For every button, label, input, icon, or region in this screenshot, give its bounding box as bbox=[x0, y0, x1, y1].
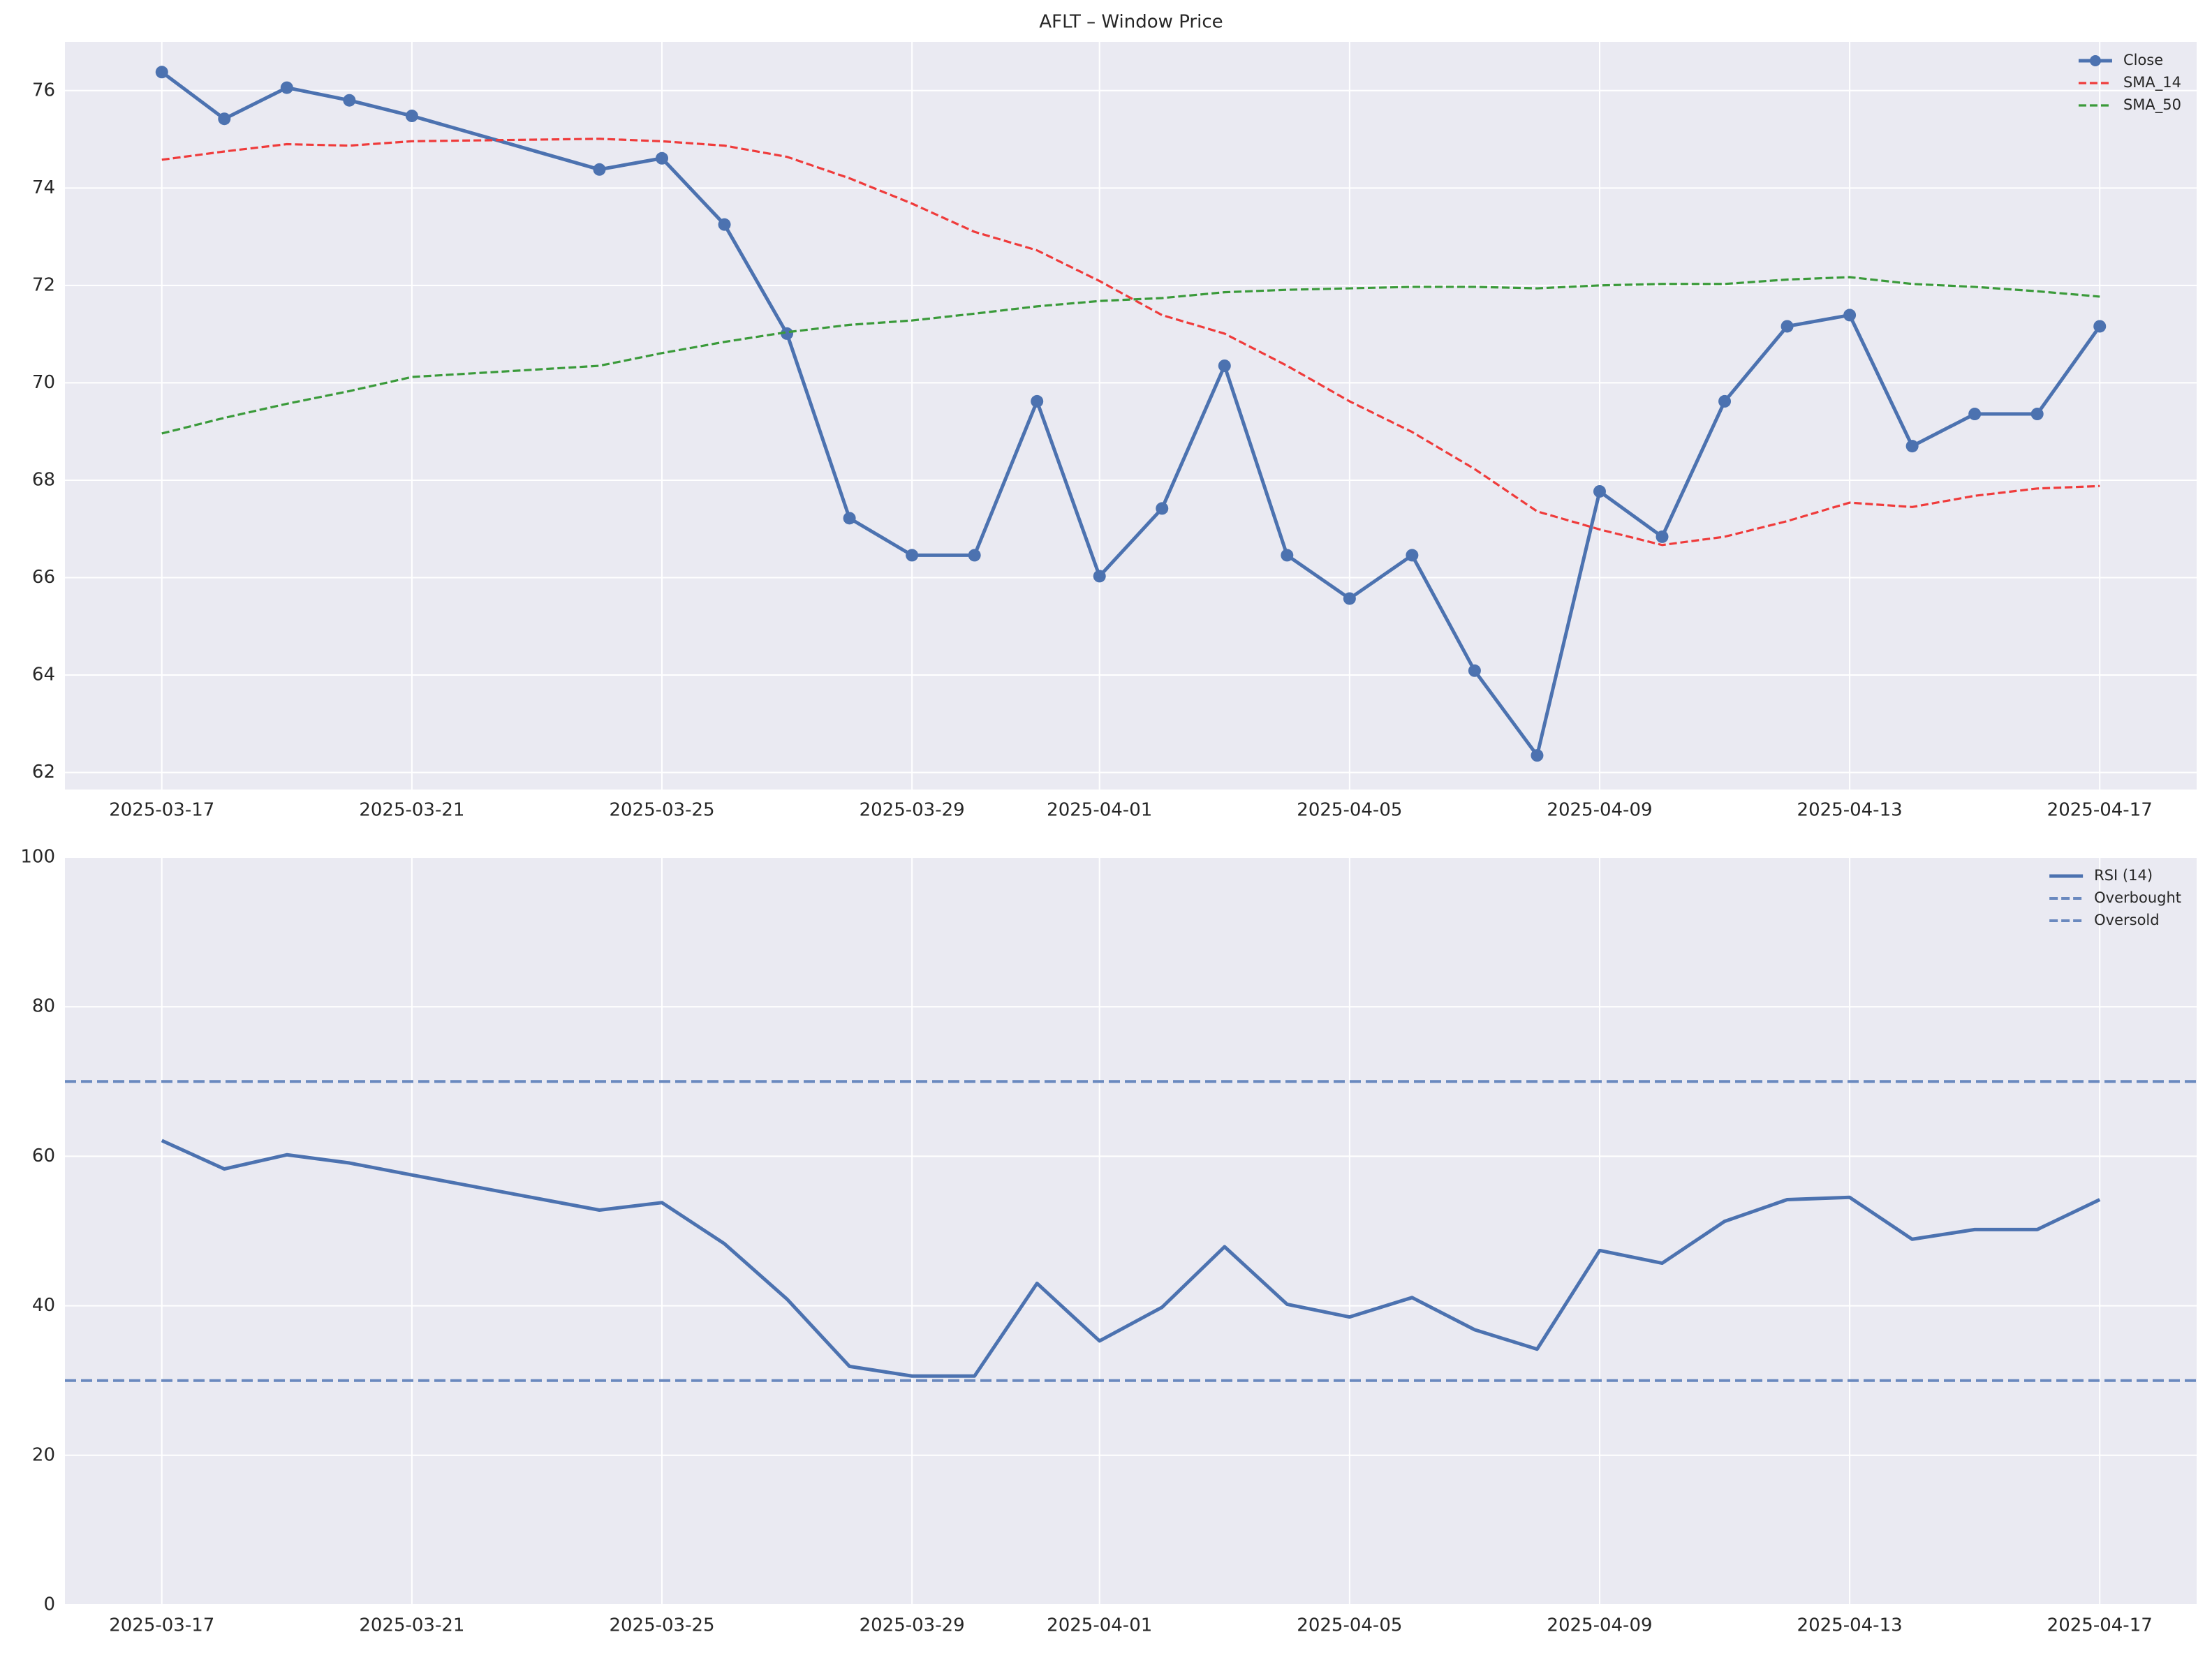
data-point bbox=[843, 512, 856, 525]
data-point bbox=[718, 218, 731, 231]
x-tick-label: 2025-04-01 bbox=[1047, 800, 1152, 821]
y-tick-label: 40 bbox=[32, 1295, 55, 1316]
data-point bbox=[1531, 749, 1544, 762]
legend-label: SMA_50 bbox=[2123, 96, 2181, 114]
data-point bbox=[1718, 394, 1732, 408]
x-tick-label: 2025-04-13 bbox=[1797, 1615, 1903, 1636]
data-point bbox=[155, 66, 168, 79]
x-tick-label: 2025-04-13 bbox=[1797, 800, 1903, 821]
data-point bbox=[781, 327, 794, 340]
x-tick-label: 2025-03-29 bbox=[860, 1615, 965, 1636]
series-line bbox=[161, 71, 2102, 757]
data-point bbox=[1905, 440, 1919, 453]
plot-area bbox=[65, 42, 2197, 790]
data-point bbox=[906, 549, 919, 562]
y-tick-label: 62 bbox=[32, 762, 55, 783]
y-tick-label: 76 bbox=[32, 80, 55, 101]
x-tick-label: 2025-03-17 bbox=[109, 1615, 214, 1636]
x-tick-label: 2025-04-09 bbox=[1547, 1615, 1652, 1636]
x-tick-label: 2025-03-29 bbox=[860, 800, 965, 821]
data-point bbox=[1343, 592, 1356, 605]
data-point bbox=[1093, 570, 1106, 583]
data-point bbox=[1156, 502, 1169, 515]
data-point bbox=[1281, 549, 1294, 562]
chart-title: AFLT – Window Price bbox=[1039, 12, 1223, 33]
y-tick-label: 100 bbox=[20, 847, 55, 868]
x-tick-label: 2025-03-25 bbox=[609, 1615, 714, 1636]
y-tick-label: 20 bbox=[32, 1444, 55, 1465]
data-point bbox=[1031, 394, 1044, 408]
legend-label: SMA_14 bbox=[2123, 74, 2181, 91]
series-line bbox=[161, 1139, 2101, 1378]
data-point bbox=[218, 112, 231, 126]
x-tick-label: 2025-04-05 bbox=[1297, 800, 1402, 821]
y-tick-label: 0 bbox=[43, 1594, 55, 1615]
legend: Close SMA_14 SMA_50 bbox=[2078, 52, 2181, 114]
legend-marker bbox=[2089, 55, 2101, 66]
y-tick-label: 68 bbox=[32, 469, 55, 490]
data-point bbox=[280, 81, 293, 94]
data-point bbox=[1656, 530, 1669, 543]
data-point bbox=[2030, 408, 2044, 421]
data-point bbox=[1468, 664, 1481, 677]
data-point bbox=[343, 94, 356, 107]
data-point bbox=[2093, 320, 2107, 333]
y-tick-label: 64 bbox=[32, 665, 55, 685]
x-tick-label: 2025-03-21 bbox=[359, 800, 464, 821]
legend-label: Overbought bbox=[2094, 889, 2181, 906]
data-point bbox=[1780, 320, 1794, 333]
plot-area bbox=[65, 857, 2197, 1605]
series-line bbox=[161, 276, 2100, 435]
series-line bbox=[161, 138, 2100, 547]
x-tick-label: 2025-04-17 bbox=[2047, 1615, 2153, 1636]
y-tick-label: 74 bbox=[32, 177, 55, 198]
y-tick-label: 80 bbox=[32, 996, 55, 1017]
legend-label: Close bbox=[2123, 52, 2163, 68]
legend: RSI (14) Overbought Oversold bbox=[2049, 867, 2181, 928]
legend-label: RSI (14) bbox=[2094, 867, 2153, 884]
y-tick-label: 70 bbox=[32, 372, 55, 393]
x-tick-label: 2025-03-17 bbox=[109, 800, 214, 821]
y-tick-label: 60 bbox=[32, 1146, 55, 1166]
data-point bbox=[405, 110, 418, 123]
data-point bbox=[1593, 484, 1606, 498]
data-point bbox=[1406, 549, 1419, 562]
x-tick-label: 2025-04-09 bbox=[1547, 800, 1652, 821]
x-tick-label: 2025-03-21 bbox=[359, 1615, 464, 1636]
legend-label: Oversold bbox=[2094, 912, 2159, 928]
x-tick-label: 2025-04-17 bbox=[2047, 800, 2153, 821]
x-tick-label: 2025-04-05 bbox=[1297, 1615, 1402, 1636]
data-point bbox=[1968, 408, 1982, 421]
data-point bbox=[593, 163, 606, 176]
data-point bbox=[968, 549, 981, 562]
data-point bbox=[1218, 359, 1231, 372]
data-point bbox=[1843, 309, 1857, 322]
y-tick-label: 66 bbox=[32, 567, 55, 588]
y-tick-label: 72 bbox=[32, 274, 55, 295]
data-point bbox=[656, 151, 669, 165]
x-tick-label: 2025-04-01 bbox=[1047, 1615, 1152, 1636]
x-tick-label: 2025-03-25 bbox=[609, 800, 714, 821]
